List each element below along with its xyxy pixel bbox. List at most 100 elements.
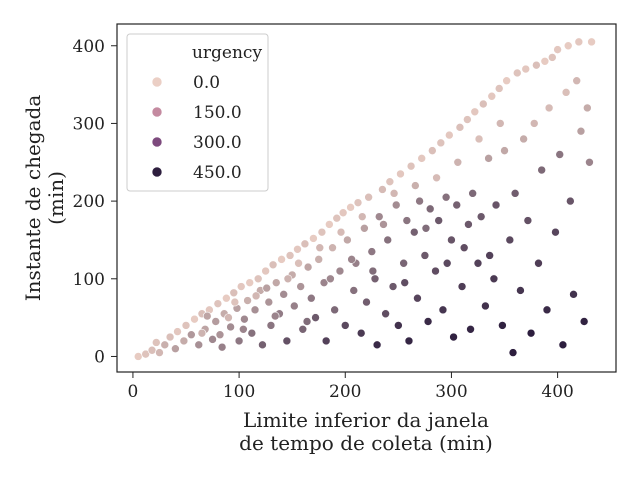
data-point xyxy=(502,76,511,86)
data-point xyxy=(474,134,484,144)
x-tick-label: 200 xyxy=(329,382,361,402)
y-axis-ticks: 0 100 200 300 400 xyxy=(73,37,117,367)
data-point xyxy=(141,349,150,359)
data-point xyxy=(239,324,248,334)
data-point xyxy=(271,278,281,287)
data-point xyxy=(268,260,278,270)
data-point xyxy=(293,244,302,254)
data-point xyxy=(391,200,401,210)
data-point xyxy=(266,321,276,330)
data-point xyxy=(306,293,316,303)
data-point xyxy=(521,64,531,74)
data-point xyxy=(279,290,288,299)
data-point xyxy=(464,220,473,229)
data-point xyxy=(360,223,369,233)
data-point xyxy=(476,212,486,221)
y-tick-label: 400 xyxy=(73,37,105,57)
data-point xyxy=(402,216,412,225)
legend-label: 450.0 xyxy=(193,163,242,183)
legend-marker xyxy=(151,106,163,118)
data-point xyxy=(388,282,398,291)
x-tick-label: 100 xyxy=(223,382,255,402)
data-point xyxy=(353,198,363,207)
data-point xyxy=(202,311,212,321)
data-point xyxy=(211,317,221,326)
legend-label: 0.0 xyxy=(193,73,220,93)
plot-frame xyxy=(116,23,617,373)
legend-box xyxy=(126,33,269,192)
data-point xyxy=(431,266,440,276)
data-point xyxy=(529,119,539,128)
data-point xyxy=(553,45,562,54)
data-point xyxy=(572,76,582,86)
legend-marker xyxy=(151,136,163,148)
data-point xyxy=(208,335,217,344)
data-point xyxy=(442,258,452,268)
data-point xyxy=(372,340,382,350)
data-point xyxy=(508,348,518,357)
data-point xyxy=(394,321,403,330)
data-point xyxy=(404,336,414,346)
data-point xyxy=(569,290,578,299)
data-point xyxy=(364,192,373,202)
data-point xyxy=(452,200,462,210)
data-point xyxy=(229,288,239,298)
data-point xyxy=(415,196,424,206)
data-point xyxy=(558,340,568,350)
y-tick-label: 0 xyxy=(94,347,105,367)
data-point xyxy=(133,352,143,361)
data-point xyxy=(574,37,584,47)
data-point xyxy=(253,274,263,284)
data-points xyxy=(133,37,596,361)
data-point xyxy=(555,150,565,159)
data-point xyxy=(226,322,235,332)
data-point xyxy=(579,317,589,326)
data-point xyxy=(432,173,441,183)
data-point xyxy=(347,255,356,264)
data-point xyxy=(294,258,303,268)
data-point xyxy=(566,196,575,206)
data-point xyxy=(367,247,377,256)
data-point xyxy=(487,91,497,101)
data-point xyxy=(481,301,490,311)
legend-title: urgency xyxy=(192,43,262,63)
data-point xyxy=(447,235,456,245)
data-point xyxy=(213,299,223,308)
data-point xyxy=(457,282,467,291)
data-point xyxy=(411,181,420,190)
data-point xyxy=(197,328,207,338)
data-point xyxy=(326,274,335,284)
data-point xyxy=(495,119,505,128)
data-point xyxy=(413,293,422,303)
data-point xyxy=(321,336,331,346)
data-point xyxy=(309,234,318,243)
data-point xyxy=(262,283,272,293)
data-point xyxy=(250,305,260,315)
data-point xyxy=(270,311,280,321)
data-point xyxy=(583,103,592,113)
data-point xyxy=(425,204,435,214)
data-point xyxy=(187,330,196,340)
data-point xyxy=(300,239,310,249)
data-point xyxy=(217,342,227,352)
data-point xyxy=(362,297,371,307)
data-point xyxy=(171,344,180,353)
data-point xyxy=(302,317,312,326)
data-point xyxy=(147,345,157,355)
data-point xyxy=(491,200,501,210)
data-point xyxy=(330,305,339,315)
data-point xyxy=(417,154,427,163)
data-point xyxy=(311,313,320,322)
data-point xyxy=(587,37,596,47)
x-tick-label: 0 xyxy=(128,382,139,402)
data-point xyxy=(230,297,240,307)
data-point xyxy=(215,330,225,340)
data-point xyxy=(283,274,293,284)
legend: urgency 0.0 150.0 300.0 450.0 xyxy=(126,33,269,192)
data-point xyxy=(173,327,182,336)
data-point xyxy=(389,189,399,198)
data-point xyxy=(261,266,270,276)
data-point xyxy=(519,134,528,144)
data-point xyxy=(563,41,573,51)
data-point xyxy=(466,324,475,334)
